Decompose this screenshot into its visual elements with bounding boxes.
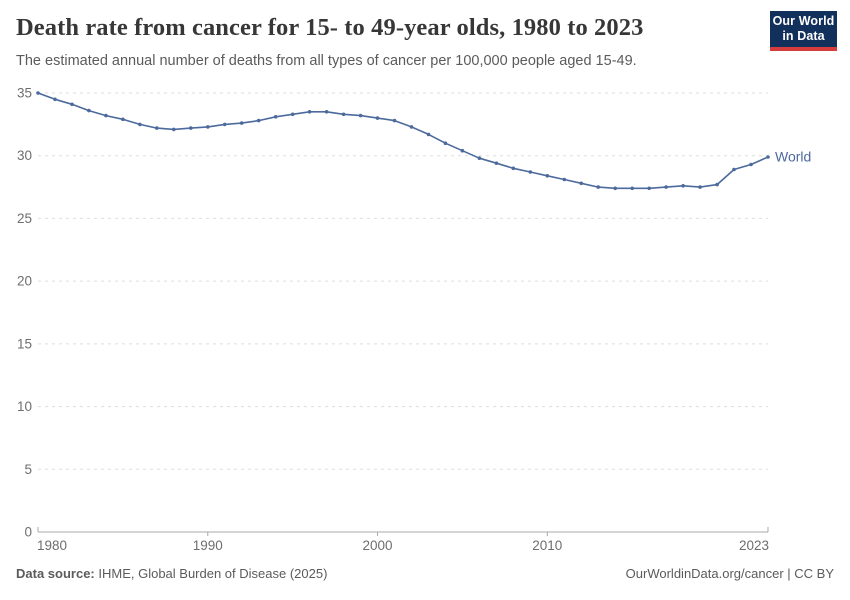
data-point [222,122,227,127]
data-point [87,108,91,113]
data-point [155,126,159,130]
data-point [53,97,57,102]
y-tick-label: 25 [17,211,32,226]
data-point [477,156,482,160]
data-point [426,132,431,137]
data-point [443,141,448,145]
data-source-note: Data source: IHME, Global Burden of Dise… [16,566,327,581]
y-tick-label: 5 [24,462,32,477]
data-point [528,170,533,174]
data-point [206,125,210,129]
y-tick-label: 35 [17,86,32,101]
data-point [630,186,634,191]
x-tick-label: 1990 [193,538,223,553]
data-point [732,167,736,172]
data-point [715,182,719,187]
data-point [256,118,261,123]
data-point [579,181,584,186]
data-point [698,185,702,189]
owid-logo-line1: Our World [772,14,835,29]
data-point [273,115,278,119]
data-point [239,121,244,125]
data-point [138,122,142,127]
owid-logo: Our World in Data [770,11,837,51]
data-point [290,112,295,117]
y-tick-label: 30 [17,148,32,163]
data-point [358,113,363,118]
data-point [460,148,465,153]
chart-title: Death rate from cancer for 15- to 49-yea… [16,14,644,41]
data-point [324,110,329,114]
data-point [392,118,397,123]
y-tick-label: 0 [24,525,32,540]
data-point [70,102,74,107]
data-point [36,91,40,95]
y-tick-label: 10 [17,399,32,414]
data-point [494,161,499,165]
x-tick-label: 2000 [363,538,393,553]
chart-subtitle: The estimated annual number of deaths fr… [16,53,637,69]
series-end-label: World [775,148,811,164]
data-point [121,117,125,122]
data-source-value: IHME, Global Burden of Disease (2025) [94,566,328,581]
data-point [664,185,668,189]
citation-link[interactable]: OurWorldinData.org/cancer | CC BY [625,566,834,581]
data-point [613,186,617,191]
y-tick-label: 20 [17,274,32,289]
data-point [766,155,770,159]
data-point [172,127,176,132]
data-point [511,166,516,171]
data-point [189,126,193,130]
line-chart: 0 5 10 15 20 25 30 35 1980 1990 2000 2010 2023 World [17,86,811,554]
data-point [341,112,346,117]
data-point [307,110,312,114]
data-point [104,113,108,118]
x-tick-label: 2023 [739,538,769,553]
data-point [545,174,550,178]
data-source-label: Data source: [16,566,95,581]
data-point [562,177,567,182]
data-point [375,116,380,120]
data-point [681,184,685,188]
owid-logo-line2: in Data [782,29,825,43]
y-tick-label: 15 [17,336,32,351]
data-point [409,125,414,129]
chart-footer: Data source: IHME, Global Burden of Dise… [16,566,834,581]
x-tick-label: 1980 [37,538,67,553]
data-point [749,162,753,167]
plot-area: 0 5 10 15 20 25 30 35 1980 1990 2000 2010 2023 World [0,85,850,560]
data-point [647,186,651,191]
series-line [37,92,769,190]
data-point [596,185,600,189]
x-tick-label: 2010 [532,538,562,553]
